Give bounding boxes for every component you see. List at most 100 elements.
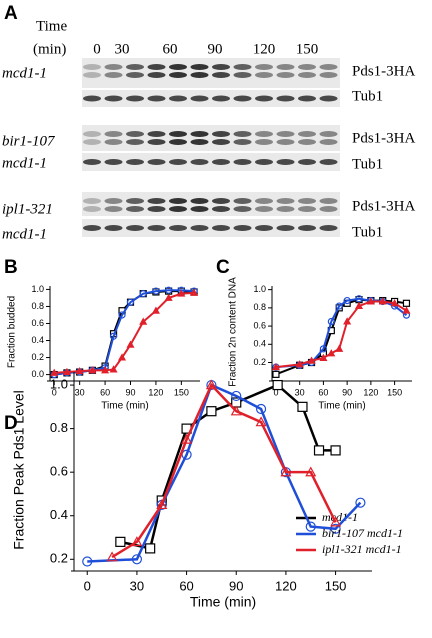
band [126,225,144,231]
band [169,198,187,204]
band [319,95,338,102]
band [190,206,209,212]
band [212,131,230,137]
band [276,225,295,231]
marker [335,302,343,310]
band [169,139,187,145]
series-line [54,290,195,376]
x-tick-label: 0 [52,387,57,397]
y-tick-label: 0.4 [253,339,266,349]
band [276,95,295,102]
strain-label: mcd1-1 [2,226,47,242]
marker [181,433,193,444]
x-tick-label: 60 [179,578,193,593]
band [190,225,209,231]
x-tick-label: 30 [130,578,144,593]
x-tick-label: 120 [275,578,297,593]
blot [82,125,340,151]
panel-label: A [4,3,18,24]
marker [402,306,411,314]
strain-label: bir1-107 [2,133,56,149]
band [147,206,166,212]
band [212,64,230,70]
band [233,64,252,70]
marker [255,403,267,415]
band [126,139,144,145]
marker [115,536,126,547]
band [83,159,101,165]
y-axis-label: Fraction 2n content DNA [228,277,239,387]
band [319,159,338,165]
band [319,72,338,78]
marker [354,301,364,310]
band [298,159,316,165]
band [169,225,187,231]
y-tick-label: 0.2 [50,551,68,566]
protein-label: Tub1 [352,156,383,172]
x-tick-label: 0 [273,387,278,397]
strain-label: mcd1-1 [2,65,47,81]
y-tick-label: 1.0 [31,284,44,294]
strain-label: ipl1-321 [2,201,53,217]
marker [131,536,143,547]
marker [126,340,135,348]
x-tick-label: 60 [100,387,110,397]
y-tick-label: 0.8 [253,302,266,312]
band [233,95,252,102]
band [104,64,123,70]
marker [255,416,267,427]
marker [330,523,341,534]
band [298,139,316,145]
marker [165,286,173,294]
band [190,72,209,78]
panel-label: D [4,413,18,434]
band [298,72,316,78]
band [212,198,230,204]
time-tick: 90 [208,41,223,57]
time-tick: 0 [93,41,101,57]
band [147,139,166,145]
band [83,225,101,231]
protein-label: Pds1-3HA [352,63,416,79]
band [126,159,144,165]
band [190,131,209,137]
band [233,72,252,78]
band [83,206,101,212]
marker [343,296,351,305]
blot [82,153,340,171]
x-axis-label: Time (min) [190,594,256,610]
band [190,159,209,165]
band [233,131,252,137]
y-tick-label: 0.8 [50,420,68,435]
marker [145,543,156,554]
band [126,206,144,212]
x-tick-label: 30 [75,387,85,397]
y-tick-label: 0.6 [31,318,44,328]
marker [330,516,342,527]
band [147,95,166,102]
y-tick-label: 0.2 [253,357,266,367]
band [126,131,144,137]
blot [82,192,340,216]
marker [88,366,97,374]
band [233,139,252,145]
band [276,131,295,137]
marker [50,368,59,376]
y-tick-label: 1.0 [253,284,266,294]
band [104,159,123,165]
x-tick-label: 120 [148,387,163,397]
band [298,198,316,204]
band [233,206,252,212]
band [255,72,273,78]
band [255,131,273,137]
band [233,198,252,204]
band [83,72,101,78]
protein-label: Tub1 [352,88,383,104]
y-tick-label: 0.6 [50,464,68,479]
y-axis-label: Fraction Peak Pds1 Level [11,390,27,550]
marker [307,356,316,364]
marker [206,406,217,417]
marker [151,306,160,314]
series-line [54,291,195,374]
band [147,159,166,165]
